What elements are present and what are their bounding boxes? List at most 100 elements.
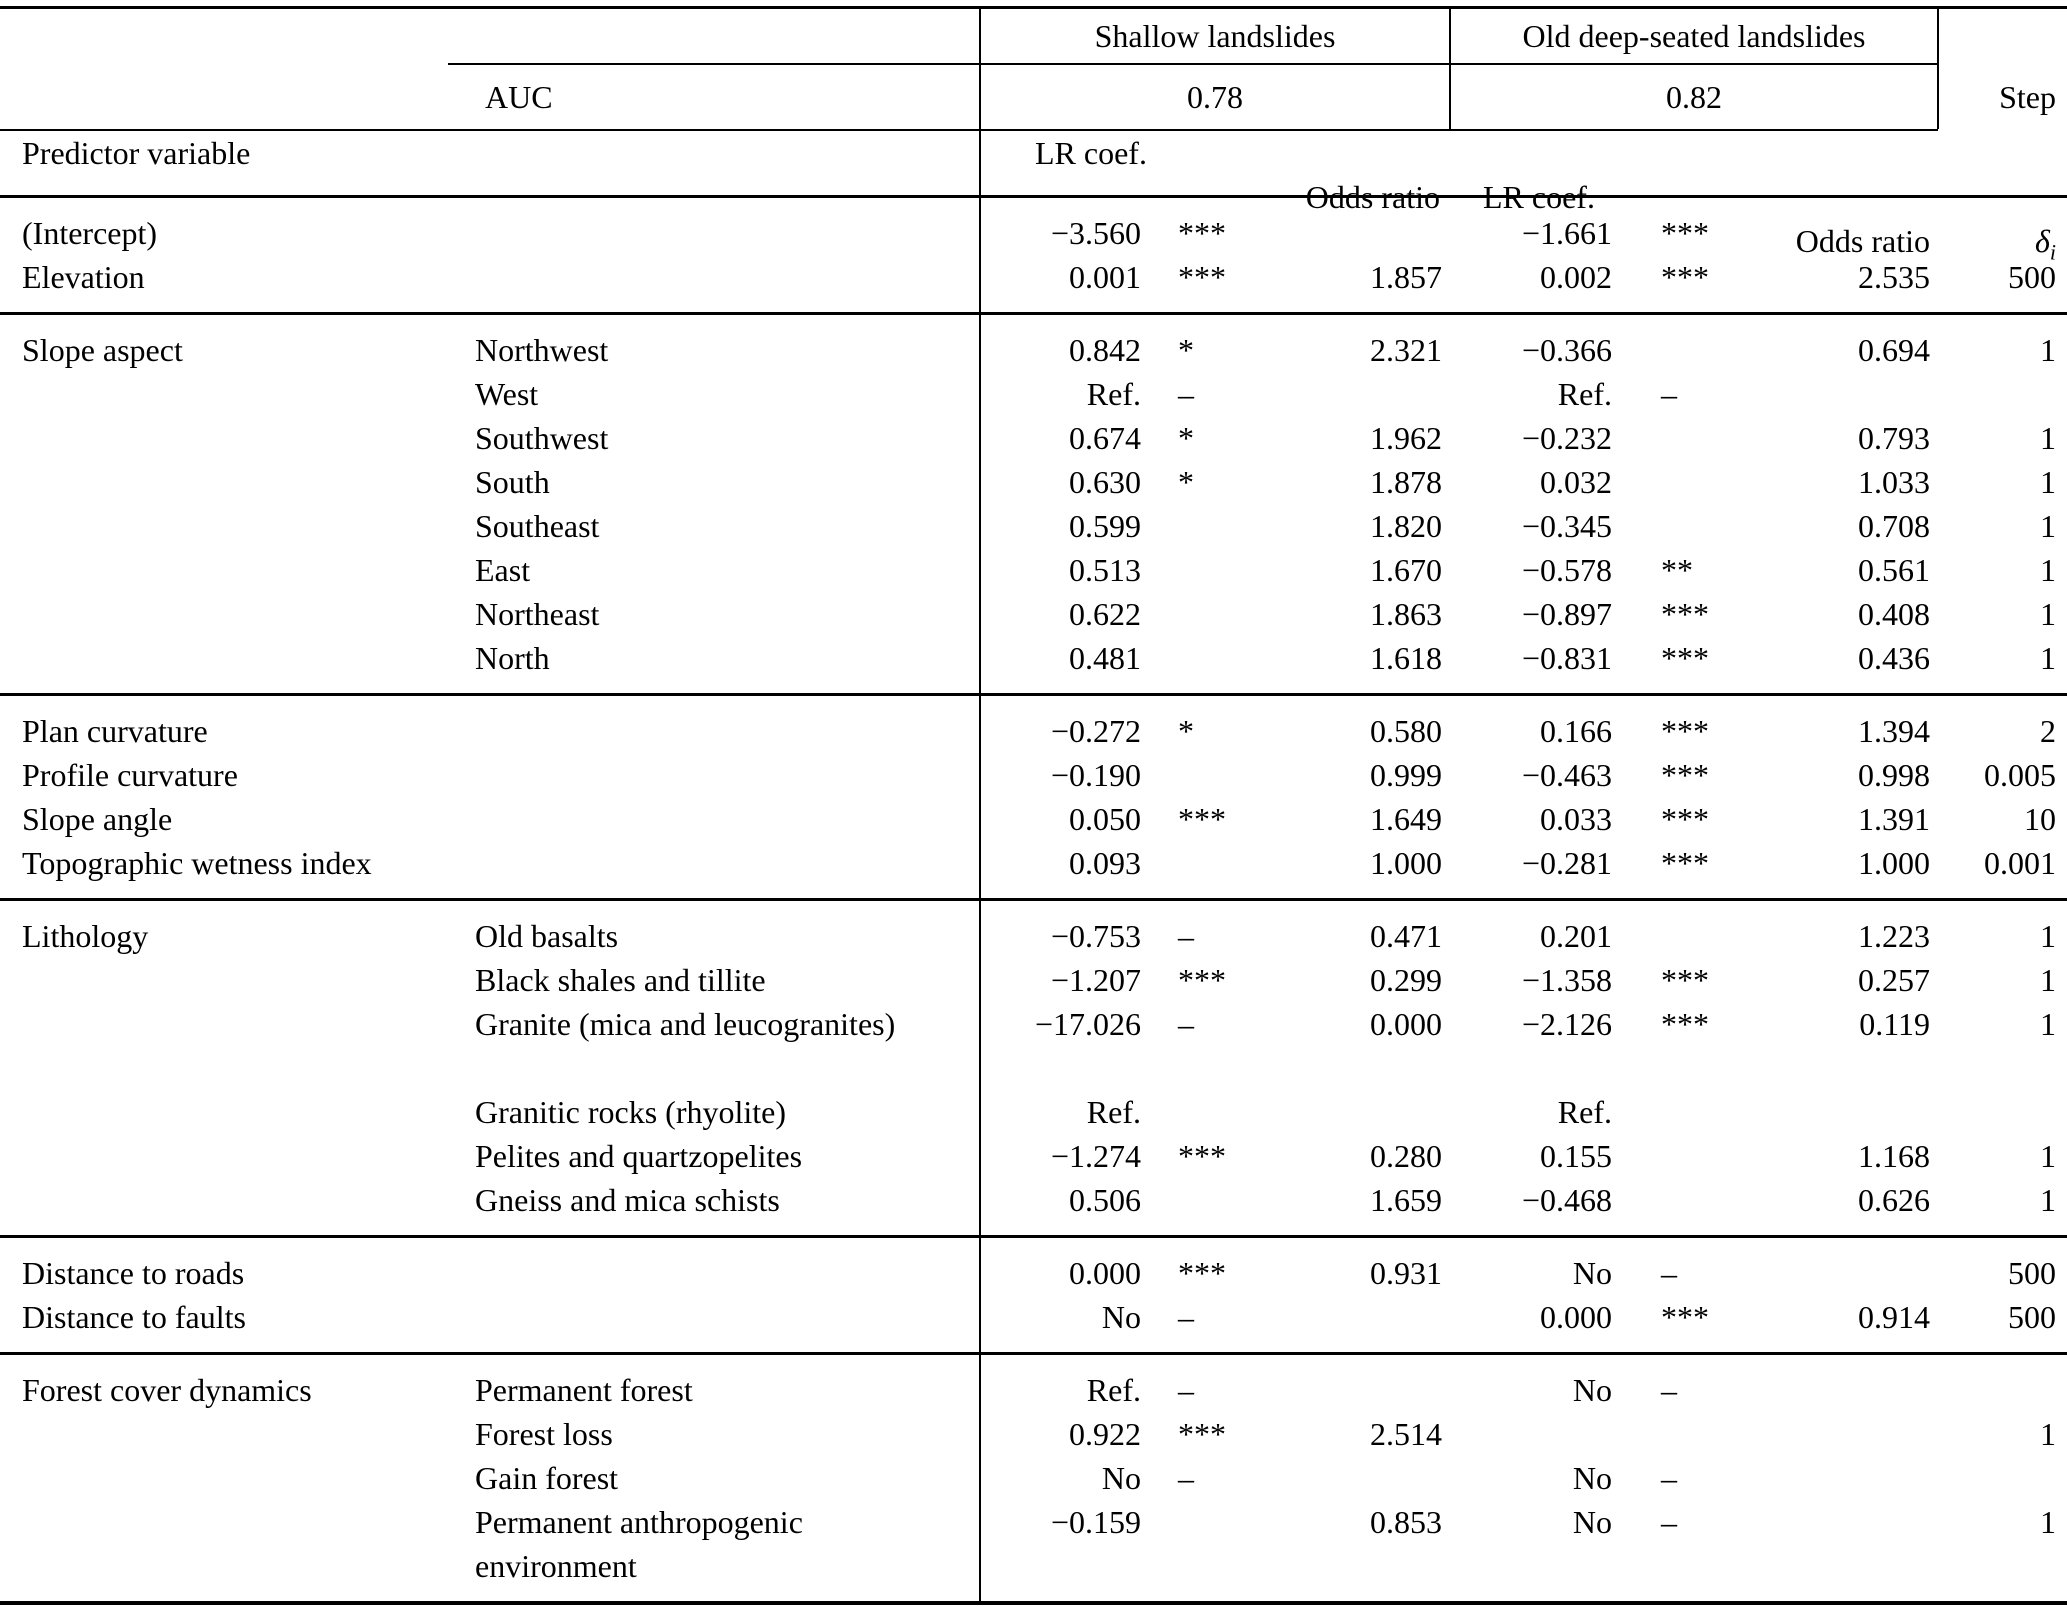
lr-coef-deep-cell: −0.345 [1521, 508, 1612, 544]
odds-ratio-shallow-cell [1260, 1456, 1450, 1500]
significance-deep-cell: – [1661, 1372, 1677, 1408]
odds-ratio-shallow-cell [1260, 1368, 1450, 1412]
shallow-deep-header-divider [1449, 6, 1451, 129]
lr-coef-deep-cell: −1.358 [1521, 962, 1612, 998]
lr-coef-deep-cell: −0.897 [1521, 596, 1612, 632]
lr-coef-shallow-cell: −0.272 [1050, 713, 1141, 749]
significance-shallow-cell [1150, 1046, 1260, 1090]
category-cell: Granite (mica and leucogranites) [475, 1006, 896, 1042]
category-cell [455, 1046, 980, 1090]
lr-coef-deep-cell [1450, 1412, 1620, 1456]
predictor-cell: Lithology [22, 918, 149, 954]
table-row: Southwest 0.674 * 1.962 −0.232 0.793 1 [0, 416, 2067, 460]
odds-ratio-deep-cell: 0.708 [1858, 508, 1930, 544]
predictor-cell [0, 460, 455, 504]
step-cell: 1 [2040, 1006, 2056, 1042]
predictor-cell: Profile curvature [22, 757, 238, 793]
significance-shallow-cell: *** [1178, 1255, 1226, 1291]
delta-subscript: i [2049, 239, 2056, 265]
significance-deep-cell [1620, 416, 1740, 460]
step-cell: 1 [2040, 596, 2056, 632]
step-cell [1938, 1368, 2067, 1412]
table-row: Lithology Old basalts −0.753 – 0.471 0.201 1.2… [0, 914, 2067, 958]
predictor-cell [0, 958, 455, 1002]
table-row: Gain forest No – No – [0, 1456, 2067, 1500]
odds-ratio-shallow-column-header: Odds ratio [1305, 179, 1440, 215]
odds-ratio-deep-cell: 0.914 [1858, 1299, 1930, 1335]
section-slope-aspect: Slope aspect Northwest 0.842 * 2.321 −0.366 0.… [0, 312, 2067, 693]
category-cell: Northwest [475, 332, 609, 368]
delta-symbol: δ [2035, 223, 2050, 259]
lr-coef-deep-cell: 0.000 [1540, 1299, 1612, 1335]
lr-coef-deep-cell: 0.032 [1540, 464, 1612, 500]
step-cell: 0.001 [1984, 845, 2056, 881]
category-cell: Pelites and quartzopelites [475, 1138, 803, 1174]
lr-coef-shallow-cell: 0.922 [1069, 1416, 1141, 1452]
significance-deep-cell: – [1661, 376, 1677, 412]
significance-deep-cell [1620, 328, 1740, 372]
lr-coef-deep-cell: Ref. [1557, 1094, 1612, 1130]
lr-coef-shallow-cell: 0.842 [1069, 332, 1141, 368]
category-cell: North [475, 640, 550, 676]
predictor-cell: Distance to roads [22, 1255, 245, 1291]
significance-deep-cell: *** [1661, 596, 1709, 632]
step-cell: 1 [2040, 1416, 2056, 1452]
lr-coef-shallow-cell: −1.274 [1050, 1138, 1141, 1174]
lr-coef-deep-cell: −0.468 [1521, 1182, 1612, 1218]
odds-ratio-deep-cell [1740, 1456, 1938, 1500]
lr-coef-deep-cell: −0.281 [1521, 845, 1612, 881]
odds-ratio-shallow-cell: 1.962 [1370, 420, 1442, 456]
lr-coef-deep-column-header: LR coef. [1483, 179, 1595, 215]
odds-ratio-shallow-cell: 1.863 [1370, 596, 1442, 632]
lr-coef-deep-cell: No [1572, 1255, 1612, 1291]
category-cell: Permanent forest [475, 1372, 693, 1408]
lr-coef-deep-cell: 0.033 [1540, 801, 1612, 837]
lr-coef-deep-cell: 0.155 [1540, 1138, 1612, 1174]
predictor-cell [0, 1412, 455, 1456]
group-header-rule [448, 63, 1938, 65]
step-cell: 500 [2008, 259, 2056, 295]
odds-ratio-shallow-cell: 1.857 [1370, 259, 1442, 295]
predictor-cell [0, 372, 455, 416]
significance-shallow-cell [1150, 548, 1260, 592]
significance-deep-cell: *** [1661, 713, 1709, 749]
table-top-rule [0, 6, 2067, 9]
significance-deep-cell: *** [1661, 215, 1709, 251]
step-cell [1938, 372, 2067, 416]
significance-shallow-cell [1150, 841, 1260, 885]
significance-shallow-cell: – [1178, 1299, 1194, 1335]
significance-deep-cell [1620, 914, 1740, 958]
significance-deep-cell: *** [1661, 1299, 1709, 1335]
predictor-cell [0, 416, 455, 460]
step-cell: 1 [2040, 1182, 2056, 1218]
step-cell: 1 [2040, 962, 2056, 998]
odds-ratio-deep-cell: 0.119 [1859, 1006, 1930, 1042]
odds-ratio-shallow-cell: 1.659 [1370, 1182, 1442, 1218]
step-cell: 1 [2040, 918, 2056, 954]
column-header-rule [0, 195, 2067, 198]
odds-ratio-shallow-cell: 0.000 [1370, 1006, 1442, 1042]
category-cell: Black shales and tillite [475, 962, 766, 998]
lr-coef-deep-cell: 0.002 [1540, 259, 1612, 295]
odds-ratio-deep-cell: 0.561 [1858, 552, 1930, 588]
significance-deep-cell [1620, 1134, 1740, 1178]
auc-row-rule [0, 129, 1938, 131]
predictor-cell [0, 504, 455, 548]
significance-deep-cell: *** [1661, 757, 1709, 793]
odds-ratio-shallow-cell: 0.931 [1370, 1255, 1442, 1291]
table-row: Distance to faults No – 0.000 *** 0.914 500 [0, 1295, 2067, 1339]
step-cell [1938, 1046, 2067, 1090]
significance-shallow-cell: *** [1178, 1416, 1226, 1452]
category-cell: Old basalts [475, 918, 619, 954]
category-cell [455, 841, 980, 885]
predictor-cell: Slope aspect [22, 332, 183, 368]
table-row: Forest cover dynamics Permanent forest Ref… [0, 1368, 2067, 1412]
significance-deep-cell [1620, 504, 1740, 548]
lr-coef-shallow-cell: Ref. [1086, 1372, 1141, 1408]
odds-ratio-deep-cell: 0.694 [1858, 332, 1930, 368]
table-row: East 0.513 1.670 −0.578 ** 0.561 1 [0, 548, 2067, 592]
step-cell: 500 [2008, 1299, 2056, 1335]
table-row: Distance to roads 0.000 *** 0.931 No – 500 [0, 1251, 2067, 1295]
step-column-header: Step [1999, 79, 2056, 115]
lr-coef-deep-cell: −1.661 [1521, 215, 1612, 251]
